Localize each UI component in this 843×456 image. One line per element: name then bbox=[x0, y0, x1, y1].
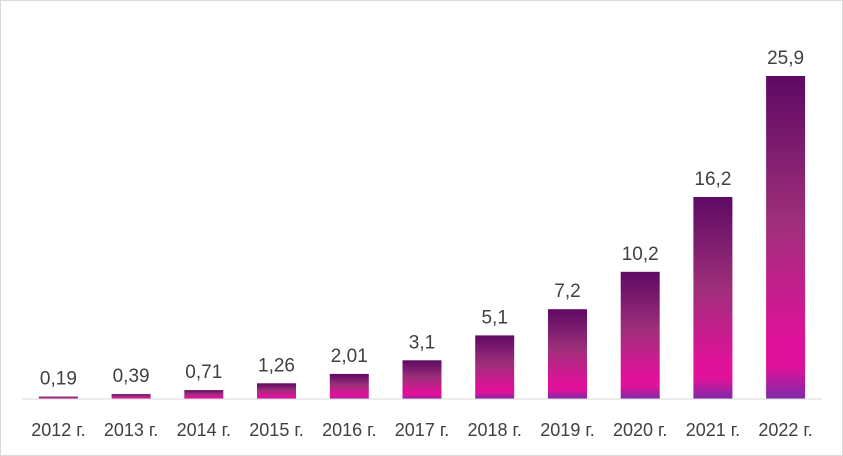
data-label-6: 3,1 bbox=[409, 332, 435, 353]
bar-6 bbox=[402, 360, 442, 399]
data-label-3: 0,71 bbox=[185, 362, 222, 383]
x-tick-label-5: 2016 г. bbox=[322, 420, 376, 440]
data-labels-group: 0,19 0,39 0,71 1,26 2,01 3,1 5,1 7,2 10,2 16,2 25,… bbox=[40, 48, 804, 390]
data-label-11: 25,9 bbox=[767, 48, 804, 69]
x-tick-label-9: 2020 г. bbox=[613, 420, 667, 440]
data-label-5: 2,01 bbox=[331, 346, 368, 367]
x-tick-labels-group: 2012 г. 2013 г. 2014 г. 2015 г. 2016 г. 2017 … bbox=[31, 420, 813, 440]
x-tick-label-1: 2012 г. bbox=[31, 420, 85, 440]
bar-7 bbox=[475, 335, 515, 399]
data-label-2: 0,39 bbox=[113, 366, 150, 387]
data-label-8: 7,2 bbox=[554, 281, 580, 302]
data-label-1: 0,19 bbox=[40, 369, 77, 390]
bar-4 bbox=[257, 383, 296, 399]
bar-2 bbox=[111, 394, 151, 399]
bar-8 bbox=[548, 309, 587, 399]
bar-9 bbox=[620, 271, 660, 399]
data-label-7: 5,1 bbox=[481, 307, 507, 328]
x-tick-label-10: 2021 г. bbox=[686, 420, 740, 440]
x-tick-label-6: 2017 г. bbox=[395, 420, 449, 440]
data-label-4: 1,26 bbox=[258, 355, 295, 376]
x-tick-label-7: 2018 г. bbox=[467, 420, 521, 440]
x-tick-label-11: 2022 г. bbox=[758, 420, 812, 440]
x-tick-label-8: 2019 г. bbox=[540, 420, 594, 440]
x-tick-label-4: 2015 г. bbox=[249, 420, 303, 440]
bar-5 bbox=[329, 373, 369, 399]
bar-3 bbox=[184, 390, 224, 399]
bars-group bbox=[38, 76, 806, 399]
data-label-9: 10,2 bbox=[622, 244, 659, 265]
bar-10 bbox=[693, 197, 733, 399]
data-label-10: 16,2 bbox=[694, 169, 731, 190]
x-tick-label-3: 2014 г. bbox=[177, 420, 231, 440]
bar-11 bbox=[766, 76, 806, 399]
bar-1 bbox=[38, 396, 78, 399]
x-tick-label-2: 2013 г. bbox=[104, 420, 158, 440]
